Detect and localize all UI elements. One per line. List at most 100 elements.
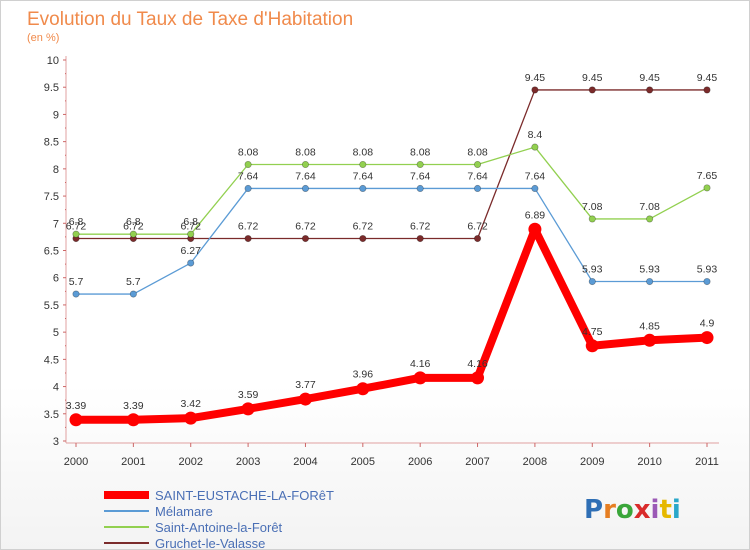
data-point bbox=[416, 234, 424, 243]
data-point bbox=[359, 234, 367, 243]
data-point bbox=[129, 290, 137, 298]
series-lines bbox=[72, 89, 711, 424]
data-label: 7.64 bbox=[525, 170, 546, 182]
y-tick-label: 6.5 bbox=[44, 246, 59, 258]
logo-letter: r bbox=[603, 495, 616, 525]
data-label: 4.85 bbox=[639, 320, 660, 332]
series-line-0 bbox=[72, 225, 711, 424]
data-point bbox=[473, 160, 482, 169]
data-label: 7.64 bbox=[410, 170, 431, 182]
y-tick-label: 4.5 bbox=[44, 354, 59, 366]
x-tick-label: 2010 bbox=[637, 456, 661, 468]
data-point bbox=[298, 392, 312, 406]
x-tick-label: 2009 bbox=[580, 456, 604, 468]
data-point bbox=[241, 402, 255, 416]
data-label: 9.45 bbox=[639, 72, 660, 84]
data-label: 6.8 bbox=[183, 216, 198, 228]
chart-title: Evolution du Taux de Taxe d'Habitation bbox=[27, 9, 353, 30]
data-point bbox=[531, 184, 539, 193]
x-tick-label: 2002 bbox=[178, 456, 202, 468]
legend-label: SAINT-EUSTACHE-LA-FORêT bbox=[155, 488, 334, 503]
y-tick-label: 4 bbox=[53, 382, 59, 394]
data-label: 6.89 bbox=[525, 209, 546, 221]
y-tick-label: 8.5 bbox=[44, 137, 59, 149]
data-point bbox=[416, 160, 424, 169]
data-point bbox=[643, 333, 657, 347]
data-label: 7.64 bbox=[295, 170, 316, 182]
data-label: 6.72 bbox=[181, 221, 202, 233]
data-label: 8.08 bbox=[410, 147, 431, 159]
data-point bbox=[244, 184, 252, 193]
data-label: 4.16 bbox=[467, 358, 488, 370]
logo-letter: t bbox=[659, 495, 671, 525]
logo-text: Proxiti bbox=[584, 495, 681, 525]
data-label: 6.72 bbox=[467, 221, 488, 233]
x-tick-label: 2004 bbox=[293, 456, 317, 468]
data-point bbox=[359, 184, 367, 193]
data-label: 7.64 bbox=[353, 170, 374, 182]
x-tick-label: 2008 bbox=[523, 456, 547, 468]
data-point bbox=[585, 339, 599, 353]
y-tick-label: 9.5 bbox=[44, 82, 59, 94]
data-label: 8.4 bbox=[528, 129, 543, 141]
data-label: 7.65 bbox=[697, 170, 718, 182]
data-label: 9.45 bbox=[697, 72, 718, 84]
series-points bbox=[69, 86, 714, 427]
data-label: 9.45 bbox=[582, 72, 603, 84]
data-point bbox=[703, 277, 711, 286]
data-point bbox=[356, 382, 370, 396]
data-point bbox=[244, 160, 252, 169]
data-point bbox=[531, 143, 539, 151]
logo-letter: i bbox=[672, 495, 681, 525]
data-point bbox=[301, 160, 310, 169]
data-point bbox=[126, 413, 140, 427]
series-line-2 bbox=[75, 146, 708, 235]
logo-letter: P bbox=[584, 495, 603, 525]
legend-label: Saint-Antoine-la-Forêt bbox=[155, 520, 283, 535]
legend-label: Gruchet-le-Valasse bbox=[155, 536, 265, 549]
y-tick-label: 5 bbox=[53, 327, 59, 339]
data-label: 5.7 bbox=[69, 276, 84, 288]
x-tick-label: 2001 bbox=[121, 456, 145, 468]
data-label: 3.59 bbox=[238, 389, 259, 401]
y-tick-label: 6 bbox=[53, 273, 59, 285]
data-label: 3.39 bbox=[66, 400, 87, 412]
data-point bbox=[359, 160, 367, 169]
data-label: 4.9 bbox=[700, 318, 715, 330]
data-point bbox=[184, 411, 198, 425]
data-label: 6.72 bbox=[123, 221, 144, 233]
data-point bbox=[588, 215, 596, 223]
series-line-3 bbox=[75, 89, 708, 240]
data-point bbox=[588, 277, 596, 286]
data-label: 8.08 bbox=[353, 147, 374, 159]
data-point bbox=[703, 184, 711, 192]
y-tick-label: 7.5 bbox=[44, 191, 59, 203]
x-tick-label: 2006 bbox=[408, 456, 432, 468]
data-label: 5.93 bbox=[639, 264, 660, 276]
data-label: 7.64 bbox=[238, 170, 259, 182]
data-label: 6.72 bbox=[66, 221, 87, 233]
data-point bbox=[244, 234, 252, 243]
data-label: 6.72 bbox=[410, 221, 431, 233]
data-point bbox=[700, 331, 714, 345]
data-label: 6.72 bbox=[295, 221, 316, 233]
data-point bbox=[129, 230, 137, 238]
y-tick-label: 3.5 bbox=[44, 409, 59, 421]
data-label: 3.42 bbox=[181, 398, 202, 410]
data-point bbox=[187, 259, 195, 267]
data-point bbox=[473, 234, 482, 243]
data-point bbox=[301, 234, 310, 243]
data-label: 8.08 bbox=[467, 147, 488, 159]
data-point bbox=[72, 290, 80, 298]
data-point bbox=[588, 86, 596, 94]
proxiti-logo: Proxiti bbox=[584, 495, 681, 525]
chart-subtitle: (en %) bbox=[27, 32, 59, 44]
y-tick-label: 8 bbox=[53, 164, 59, 176]
y-tick-label: 9 bbox=[53, 109, 59, 121]
data-label: 6.72 bbox=[238, 221, 259, 233]
data-label: 7.08 bbox=[582, 201, 603, 213]
data-point bbox=[187, 230, 195, 238]
data-label: 7.64 bbox=[467, 170, 488, 182]
